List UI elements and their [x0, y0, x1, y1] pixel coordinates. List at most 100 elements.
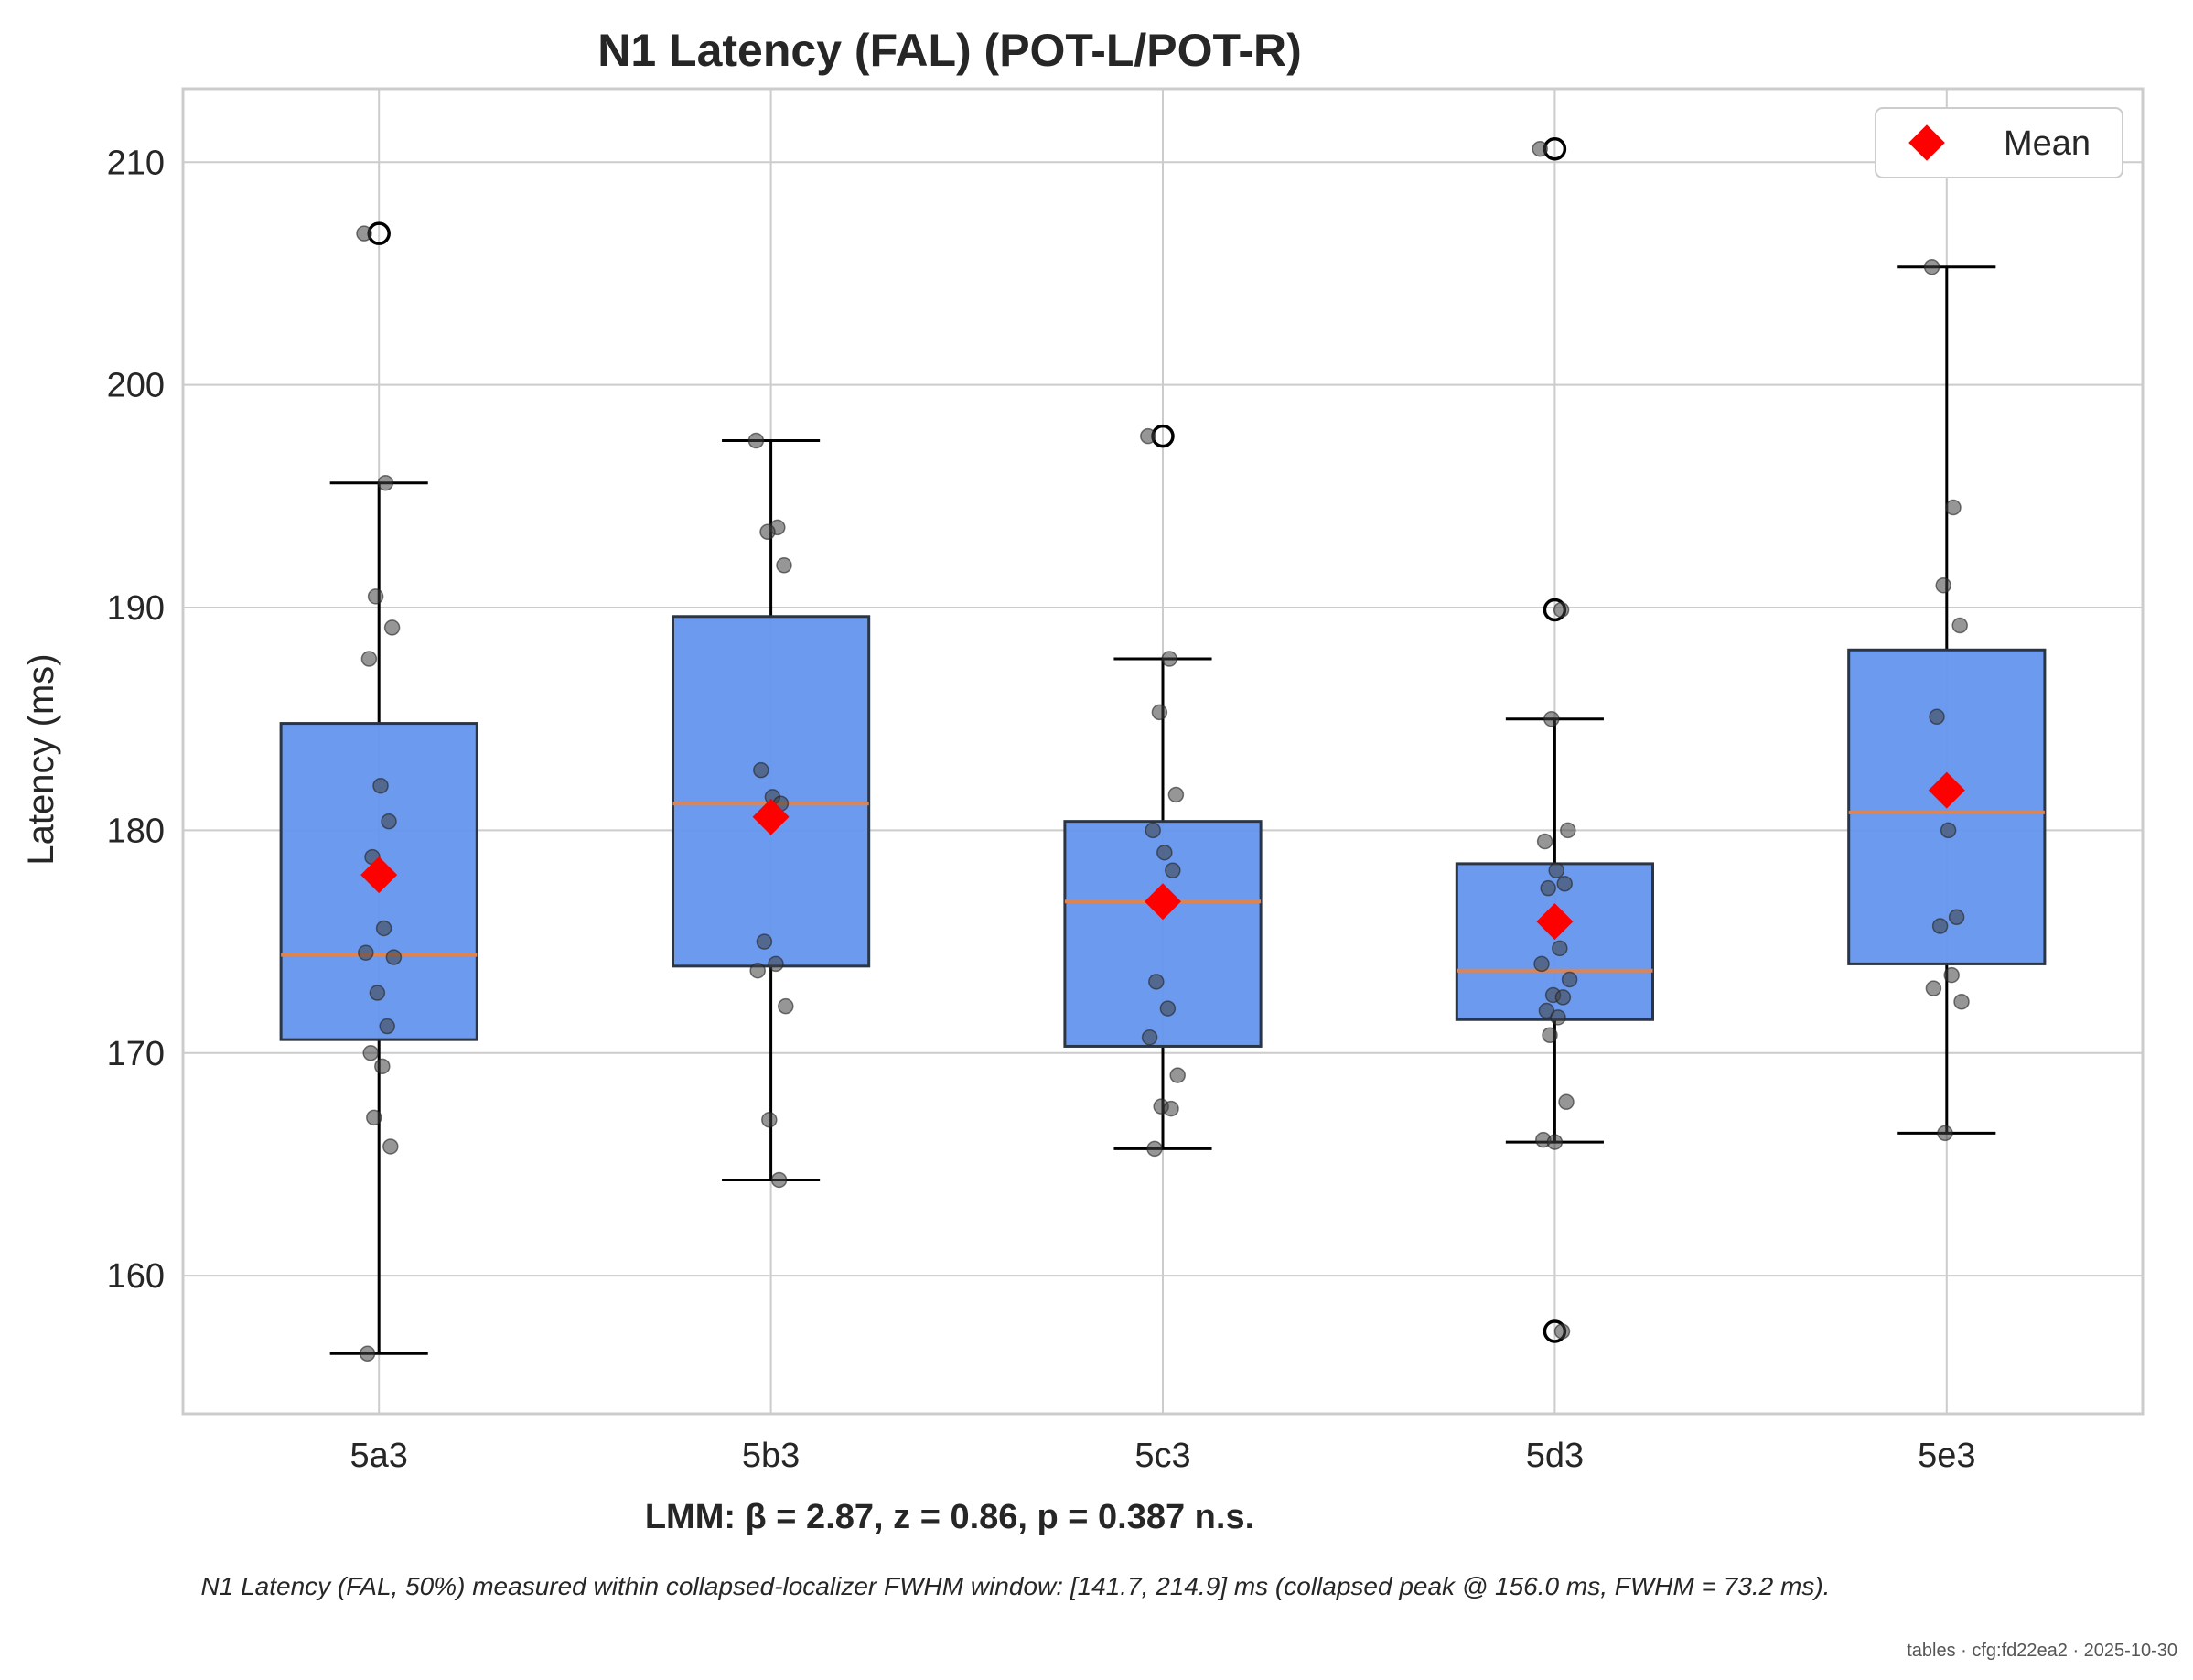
data-point: [360, 651, 378, 667]
jitter-points: [356, 140, 1970, 1362]
x-tick-label: 5d3: [1526, 1437, 1584, 1475]
data-point: [1161, 651, 1177, 667]
data-point: [1923, 258, 1940, 275]
data-point: [381, 813, 397, 830]
x-tick-label: 5a3: [349, 1437, 407, 1475]
data-point: [749, 962, 766, 979]
data-point: [1148, 974, 1165, 990]
y-tick-label: 170: [107, 1035, 165, 1073]
data-point: [359, 1345, 376, 1362]
data-point: [1151, 704, 1168, 721]
data-point: [377, 474, 394, 491]
x-tick-label: 5c3: [1134, 1437, 1190, 1475]
stats-label: LMM: β = 2.87, z = 0.86, p = 0.387 n.s.: [645, 1498, 1254, 1536]
plot-frame: [181, 87, 2145, 1416]
data-point: [761, 1112, 778, 1128]
data-point: [358, 944, 374, 961]
x-tick-label: 5b3: [742, 1437, 800, 1475]
y-tick-label: 190: [107, 589, 165, 628]
data-point: [1542, 1027, 1558, 1044]
data-point: [1548, 862, 1564, 878]
data-point: [356, 225, 372, 242]
data-point: [1554, 989, 1572, 1006]
data-point: [372, 777, 389, 794]
x-axis-ticks: 5a3 5b3 5c3 5d3 5e3: [349, 1437, 1975, 1475]
y-axis-label: Latency (ms): [21, 653, 61, 865]
legend-frame: [1875, 107, 2123, 178]
data-point: [367, 588, 384, 605]
mean-marker: [752, 798, 790, 835]
mean-marker: [1928, 771, 1965, 809]
data-point: [756, 933, 773, 950]
data-point: [1145, 822, 1161, 839]
mean-marker: [1536, 903, 1574, 941]
data-point: [1540, 879, 1556, 897]
data-point: [366, 1109, 382, 1126]
data-point: [1167, 786, 1185, 803]
data-point: [1165, 862, 1181, 878]
x-tick-label: 5e3: [1918, 1437, 1975, 1475]
data-point: [1560, 822, 1576, 839]
legend-mean-marker: [1908, 124, 1945, 161]
caption: N1 Latency (FAL, 50%) measured within co…: [201, 1572, 1831, 1600]
y-tick-label: 180: [107, 812, 165, 850]
data-point: [1552, 940, 1568, 957]
mean-markers: [360, 771, 1965, 941]
data-point: [1935, 576, 1951, 594]
data-point: [375, 920, 392, 937]
data-point: [385, 949, 403, 965]
data-point: [1546, 1134, 1564, 1150]
y-tick-label: 200: [107, 367, 165, 405]
data-point: [1556, 876, 1573, 892]
data-point: [1156, 844, 1173, 861]
data-point: [1937, 1125, 1953, 1142]
data-point: [1536, 833, 1553, 850]
data-point: [1532, 140, 1548, 157]
data-point: [1940, 822, 1957, 839]
y-tick-label: 160: [107, 1257, 165, 1296]
data-point: [1550, 1009, 1566, 1026]
data-point: [382, 1138, 399, 1155]
data-point: [379, 1018, 395, 1035]
data-point: [1929, 708, 1945, 726]
data-point: [1951, 617, 1968, 634]
data-point: [770, 1171, 788, 1189]
legend-entry-mean: Mean: [2004, 124, 2091, 163]
mean-marker: [360, 856, 398, 894]
data-point: [1945, 499, 1962, 516]
y-axis-ticks: 160 170 180 190 200 210: [107, 144, 165, 1296]
mean-marker: [1145, 883, 1181, 921]
data-point: [369, 985, 386, 1001]
data-point: [383, 619, 401, 636]
data-point: [1953, 994, 1970, 1010]
data-point: [1558, 1093, 1575, 1111]
data-point: [1943, 966, 1960, 984]
data-point: [753, 761, 769, 779]
data-point: [1140, 427, 1156, 445]
data-point: [1931, 918, 1949, 934]
data-point: [1533, 955, 1550, 973]
data-point: [747, 432, 765, 449]
footer-stamp: tables · cfg:fd22ea2 · 2025-10-30: [1907, 1641, 2177, 1661]
chart-title: N1 Latency (FAL) (POT-L/POT-R): [597, 25, 1301, 76]
data-point: [1925, 980, 1942, 996]
data-point: [768, 955, 784, 973]
data-point: [1553, 1323, 1571, 1340]
data-point: [1146, 1140, 1163, 1158]
data-point: [1553, 601, 1570, 619]
data-point: [778, 997, 794, 1015]
data-point: [374, 1058, 391, 1075]
data-point: [1561, 971, 1578, 988]
data-point: [776, 557, 792, 574]
data-point: [1948, 909, 1965, 926]
data-point: [759, 523, 776, 541]
data-point: [1141, 1028, 1158, 1046]
y-tick-label: 210: [107, 144, 165, 182]
data-point: [1169, 1067, 1186, 1083]
data-point: [1543, 710, 1560, 727]
data-point: [1159, 1000, 1177, 1017]
legend: Mean: [1875, 107, 2123, 178]
data-point: [362, 1045, 379, 1061]
data-point: [1163, 1100, 1179, 1117]
